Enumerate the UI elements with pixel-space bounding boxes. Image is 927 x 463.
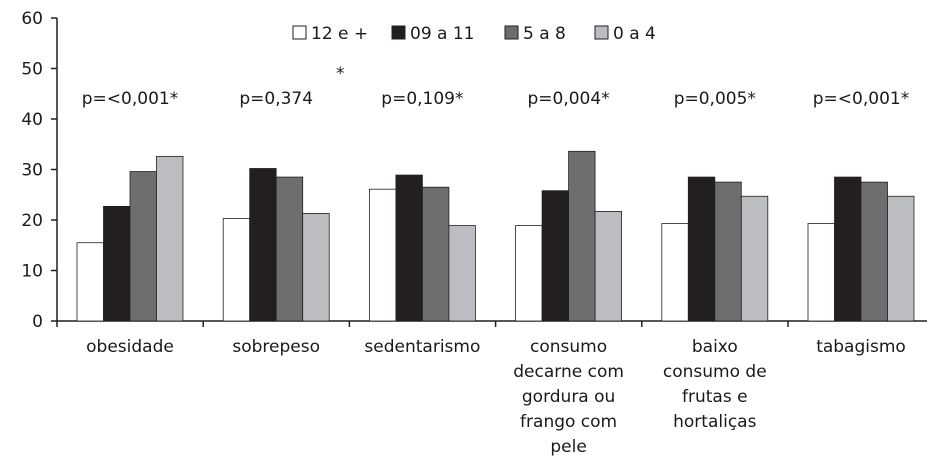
- legend-swatch-3: [504, 25, 519, 40]
- x-category-line: hortaliças: [673, 412, 756, 432]
- p-value-labels: p=<0,001* p=0,374 * p=0,109* p=0,004* p=0,005…: [82, 64, 909, 109]
- bar-4-6: [887, 195, 915, 322]
- x-category-line: gordura ou: [522, 387, 615, 407]
- x-category-label: tabagismo: [816, 337, 906, 357]
- bar-2-3: [395, 174, 423, 322]
- p-value-extra-mark: *: [336, 64, 345, 84]
- y-tick-label: 20: [21, 211, 43, 231]
- bar-2-2: [249, 168, 277, 322]
- y-tick-label: 40: [21, 110, 43, 130]
- y-axis: 0 10 20 30 40 50 60: [21, 9, 58, 332]
- p-value-label: p=<0,001*: [813, 89, 909, 109]
- bar-2-5: [687, 176, 716, 322]
- bar-2-1: [103, 205, 131, 322]
- p-value-label: p=<0,001*: [82, 89, 178, 109]
- x-category-label: sedentarismo: [364, 337, 480, 357]
- bar-3-3: [421, 186, 450, 322]
- x-category-line: consumo de: [663, 362, 767, 382]
- bar-1-3: [368, 188, 397, 322]
- bar-4-2: [302, 213, 330, 322]
- bar-3-6: [860, 181, 888, 322]
- legend-label-2: 09 a 11: [410, 24, 475, 44]
- legend-swatch-4: [594, 25, 609, 40]
- bar-1-6: [807, 223, 835, 322]
- bar-1-5: [661, 223, 689, 322]
- x-category-line: frango com: [520, 412, 617, 432]
- bar-2-4: [541, 190, 569, 322]
- legend-swatch-2: [391, 25, 406, 40]
- x-category-line: baixo: [692, 337, 738, 357]
- x-category-line: obesidade: [86, 337, 174, 357]
- p-value-label: p=0,109*: [381, 89, 463, 109]
- x-category-line: tabagismo: [816, 337, 906, 357]
- x-category-label: consumo decarne com gordura ou frango com pe…: [513, 337, 624, 457]
- x-category-line: frutas e: [682, 387, 748, 407]
- bar-3-1: [129, 171, 157, 322]
- bar-4-3: [448, 225, 476, 322]
- x-category-label: baixo consumo de frutas e hortaliças: [663, 337, 767, 432]
- bar-3-2: [275, 176, 304, 322]
- x-category-line: decarne com: [513, 362, 624, 382]
- bar-1-2: [222, 218, 251, 322]
- bar-3-4: [568, 150, 596, 322]
- y-tick-label: 0: [32, 312, 43, 332]
- p-value-label: p=0,004*: [527, 89, 609, 109]
- legend: 12 e + 09 a 11 5 a 8 0 a 4: [292, 24, 656, 44]
- x-category-label: sobrepeso: [232, 337, 320, 357]
- bar-1-4: [515, 225, 543, 322]
- bar-4-1: [156, 155, 184, 322]
- x-category-line: pele: [550, 437, 586, 457]
- y-tick-label: 50: [21, 60, 43, 80]
- y-tick-label: 10: [21, 262, 43, 282]
- x-category-line: sedentarismo: [364, 337, 480, 357]
- y-tick-label: 60: [21, 9, 43, 29]
- y-tick-label: 30: [21, 161, 43, 181]
- legend-swatch-1: [292, 25, 307, 40]
- bar-2-6: [834, 176, 862, 322]
- legend-label-4: 0 a 4: [613, 24, 656, 44]
- bars: [76, 150, 915, 322]
- legend-label-1: 12 e +: [311, 24, 368, 44]
- bar-3-5: [714, 181, 742, 322]
- bar-4-5: [740, 195, 769, 322]
- x-axis: obesidade sobrepeso sedentarismo consumo dec…: [56, 320, 927, 457]
- p-value-label: p=0,005*: [674, 89, 756, 109]
- p-value-label: p=0,374: [239, 89, 313, 109]
- x-category-line: sobrepeso: [232, 337, 320, 357]
- legend-label-3: 5 a 8: [523, 24, 566, 44]
- bar-1-1: [76, 242, 104, 322]
- x-category-label: obesidade: [86, 337, 174, 357]
- bar-4-4: [594, 211, 622, 322]
- x-category-line: consumo: [530, 337, 607, 357]
